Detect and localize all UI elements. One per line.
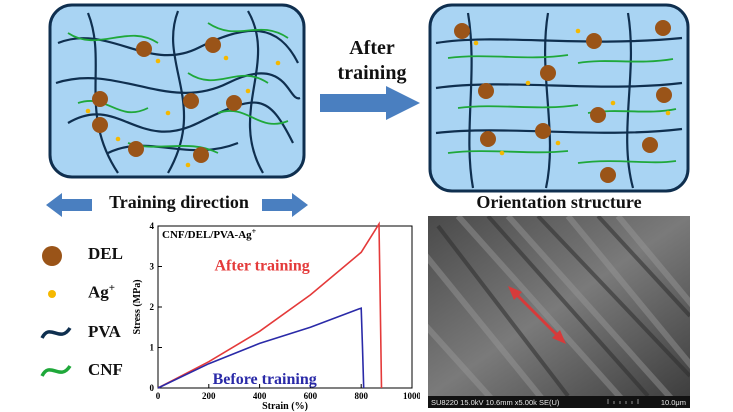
- arrow-label-line2: training: [337, 62, 407, 84]
- chart-title: CNF/DEL/PVA-Ag+: [162, 227, 257, 242]
- y-tick-label: 0: [150, 383, 155, 393]
- legend-label-del: DEL: [88, 244, 123, 263]
- y-tick-label: 2: [150, 302, 155, 312]
- orientation-structure-label: Orientation structure: [476, 192, 642, 212]
- legend-item-pva: PVA: [40, 318, 160, 348]
- orientation-arrow-icon: [508, 286, 566, 344]
- cnf-fibers: [67, 22, 289, 154]
- sem-caption: SU8220 15.0kV 10.6mm x5.00k SE(U): [431, 398, 560, 407]
- legend-item-del: DEL: [40, 240, 160, 270]
- x-tick-label: 1000: [403, 391, 420, 401]
- legend-sup-ag: +: [108, 282, 116, 294]
- plot-frame: [157, 225, 413, 389]
- after-training-series-label: After training: [215, 258, 310, 275]
- training-arrow-icon: [320, 86, 420, 120]
- x-tick-label: 200: [202, 391, 216, 401]
- x-tick-label: 0: [156, 391, 161, 401]
- sem-scale-label: 10.0μm: [661, 398, 686, 407]
- sem-image: SU8220 15.0kV 10.6mm x5.00k SE(U) 10.0μm: [428, 216, 690, 408]
- random-network-box: [48, 3, 306, 179]
- after-training-curve: [157, 221, 383, 389]
- legend-label-ag: Ag: [88, 282, 109, 302]
- x-tick-label: 400: [253, 391, 267, 401]
- x-tick-label: 600: [304, 391, 318, 401]
- legend-item-ag: Ag+: [40, 280, 160, 310]
- before-training-series-label: Before training: [213, 371, 317, 388]
- y-axis-label: Stress (MPa): [132, 279, 143, 334]
- x-tick-label: 800: [354, 391, 368, 401]
- y-tick-label: 3: [150, 262, 155, 272]
- ag-dots: [85, 55, 281, 168]
- legend-label-pva: PVA: [88, 322, 121, 341]
- arrow-label-line1: After: [349, 37, 395, 59]
- left-arrow-icon: [46, 193, 92, 217]
- sem-scale-bar: [607, 399, 639, 404]
- y-tick-label: 4: [150, 221, 155, 231]
- training-direction-label: Training direction: [109, 192, 249, 212]
- del-particle-icon: [42, 246, 62, 266]
- oriented-network-box: [428, 3, 690, 193]
- legend-item-cnf: CNF: [40, 356, 160, 386]
- before-training-curve: [157, 307, 365, 389]
- right-arrow-icon: [262, 193, 308, 217]
- y-tick-label: 1: [150, 343, 155, 353]
- after-training-arrow-label: After training: [322, 36, 422, 86]
- del-particles: [92, 37, 242, 163]
- legend-label-cnf: CNF: [88, 360, 123, 379]
- cnf-fiber-icon: [40, 364, 72, 377]
- x-axis-label: Strain (%): [262, 401, 308, 412]
- ag-dot-icon: [48, 290, 56, 298]
- stress-strain-chart: 0 200 400 600 800 1000 0 1 2 3 4 Strain (%) Stress (…: [132, 221, 420, 412]
- pva-chain-icon: [40, 326, 72, 339]
- chart-title-sup: +: [252, 227, 257, 236]
